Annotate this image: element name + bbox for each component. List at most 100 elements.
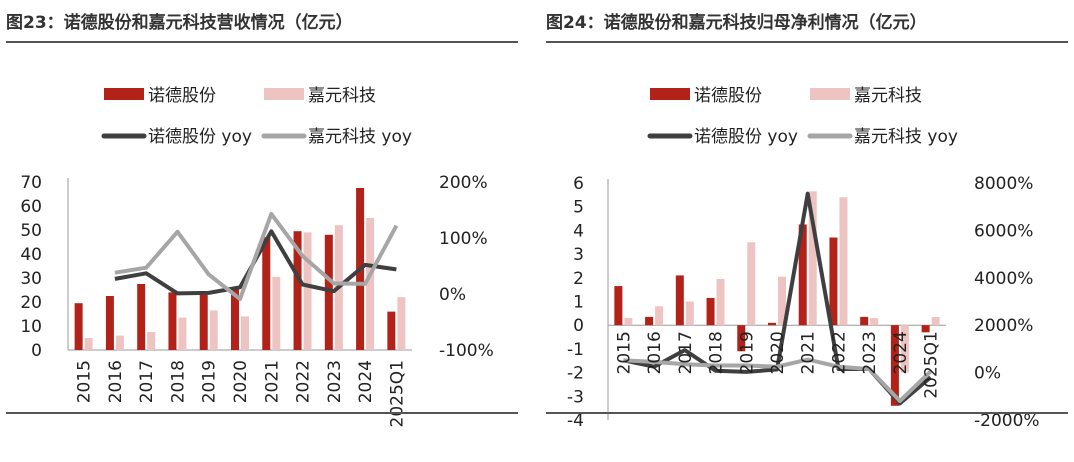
legend-label-line1: 诺德股份 yoy — [694, 127, 798, 147]
x-axis-tick-label: 2017 — [676, 331, 696, 374]
bar-series2 — [747, 242, 756, 326]
left-axis-tick-label: 60 — [20, 197, 42, 217]
bar-series1 — [105, 296, 114, 350]
x-axis-tick-label: 2017 — [137, 360, 157, 403]
bar-series1 — [829, 237, 838, 326]
x-axis-tick-label: 2023 — [860, 331, 880, 374]
bar-series1 — [675, 275, 684, 326]
bar-series1 — [860, 316, 869, 326]
left-axis-tick-label: 6 — [573, 174, 584, 194]
legend-label-bar1: 诺德股份 — [694, 86, 762, 106]
left-axis-tick-label: 3 — [573, 245, 584, 265]
x-axis-tick-label: 2021 — [262, 360, 282, 403]
x-axis-tick-label: 2019 — [200, 360, 220, 403]
x-axis-tick-label: 2024 — [891, 331, 911, 374]
chart-title: 图24：诺德股份和嘉元科技归母净利情况（亿元） — [546, 13, 927, 33]
bar-series2 — [272, 276, 281, 350]
legend-label-line2: 嘉元科技 yoy — [308, 127, 412, 147]
bar-series2 — [900, 325, 909, 373]
left-axis-tick-label: 50 — [20, 221, 42, 241]
x-axis-tick-label: 2025Q1 — [387, 360, 407, 427]
bar-series1 — [614, 286, 623, 326]
legend-label-line1: 诺德股份 yoy — [148, 127, 252, 147]
legend-label-bar2: 嘉元科技 — [854, 86, 922, 106]
legend-swatch-bar2 — [810, 88, 850, 100]
left-axis-tick-label: 2 — [573, 269, 584, 289]
bar-series1 — [737, 325, 746, 352]
x-axis-tick-label: 2015 — [75, 360, 95, 403]
legend-swatch-bar2 — [264, 88, 304, 100]
left-axis-tick-label: -3 — [567, 387, 584, 407]
bar-series2 — [931, 316, 940, 326]
bottom-rule — [6, 412, 518, 414]
bar-series1 — [645, 316, 654, 326]
bar-series2 — [84, 338, 93, 350]
x-axis-tick-label: 2019 — [737, 331, 757, 374]
bar-series1 — [231, 287, 239, 350]
right-axis-tick-label: 100% — [439, 229, 488, 249]
bar-series2 — [778, 276, 786, 326]
right-axis-tick-label: 6000% — [974, 221, 1033, 241]
chart-panel-revenue: 图23：诺德股份和嘉元科技营收情况（亿元） 诺德股份 嘉元科技诺德股份 yoy 嘉元… — [6, 0, 518, 462]
left-axis-tick-label: 5 — [573, 198, 584, 218]
left-axis-tick-label: 20 — [20, 293, 42, 313]
left-axis-tick-label: 0 — [31, 341, 42, 361]
x-axis-tick-label: 2016 — [106, 360, 126, 403]
x-axis-tick-label: 2022 — [294, 360, 314, 403]
bar-series2 — [716, 278, 725, 326]
bar-series1 — [293, 231, 302, 350]
left-axis-tick-label: -1 — [567, 340, 584, 360]
bar-series2 — [655, 306, 664, 326]
bar-series1 — [137, 284, 146, 350]
bar-series1 — [262, 237, 271, 350]
right-axis-tick-label: 2000% — [974, 316, 1033, 336]
bar-series2 — [178, 317, 187, 350]
x-axis-tick-label: 2018 — [707, 331, 727, 374]
legend-label-bar2: 嘉元科技 — [308, 86, 376, 106]
right-axis-tick-label: -2000% — [974, 411, 1040, 431]
bottom-rule — [546, 412, 1068, 414]
bar-series1 — [199, 294, 208, 350]
legend-swatch-bar1 — [104, 88, 144, 100]
x-axis-tick-label: 2021 — [799, 331, 819, 374]
title-rule — [546, 41, 1068, 43]
right-axis-tick-label: 4000% — [974, 269, 1033, 289]
x-axis-tick-label: 2023 — [325, 360, 345, 403]
bar-series2 — [241, 316, 249, 350]
x-axis-tick-label: 2025Q1 — [922, 331, 942, 398]
chart-title: 图23：诺德股份和嘉元科技营收情况（亿元） — [6, 13, 353, 33]
x-axis-tick-label: 2020 — [231, 360, 251, 403]
left-axis-tick-label: 1 — [573, 293, 584, 313]
left-axis-tick-label: 10 — [20, 317, 42, 337]
x-axis-tick-label: 2022 — [829, 331, 849, 374]
right-axis-tick-label: 0% — [974, 364, 1001, 384]
left-axis-tick-label: -2 — [567, 364, 584, 384]
bar-series1 — [324, 234, 333, 350]
title-rule — [6, 41, 518, 43]
bar-series2 — [397, 297, 406, 350]
right-axis-tick-label: -100% — [439, 341, 494, 361]
right-axis-tick-label: 0% — [439, 285, 466, 305]
bar-series2 — [839, 197, 848, 326]
right-axis-tick-label: 8000% — [974, 174, 1033, 194]
bar-series2 — [147, 332, 156, 350]
bar-series2 — [209, 310, 218, 350]
line-series2 — [623, 357, 932, 403]
legend-label-bar1: 诺德股份 — [148, 86, 216, 106]
left-axis-tick-label: -4 — [567, 411, 584, 431]
x-axis-tick-label: 2018 — [168, 360, 188, 403]
bar-series2 — [624, 318, 633, 326]
bar-series1 — [921, 325, 930, 333]
bar-series1 — [890, 325, 899, 406]
left-axis-tick-label: 0 — [573, 316, 584, 336]
bar-series2 — [303, 232, 312, 350]
left-axis-tick-label: 30 — [20, 269, 42, 289]
left-axis-tick-label: 40 — [20, 245, 42, 265]
bar-series1 — [768, 322, 776, 326]
x-axis-tick-label: 2020 — [768, 331, 788, 374]
bar-series2 — [685, 301, 694, 326]
x-axis-tick-label: 2016 — [645, 331, 665, 374]
bar-series1 — [706, 297, 715, 326]
